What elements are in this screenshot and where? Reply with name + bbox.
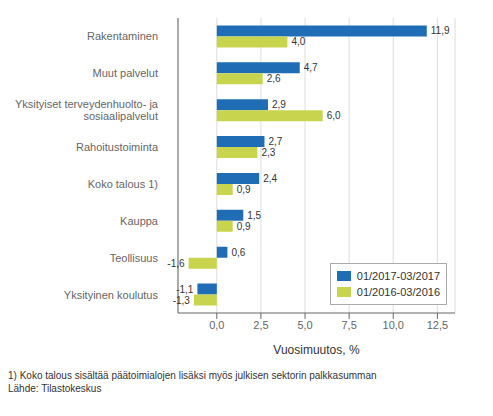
svg-text:0,0: 0,0 xyxy=(209,319,224,331)
svg-text:Yksityinen koulutus: Yksityinen koulutus xyxy=(64,289,159,301)
svg-text:4,7: 4,7 xyxy=(304,62,318,73)
svg-text:Koko talous 1): Koko talous 1) xyxy=(88,178,158,190)
svg-text:Teollisuus: Teollisuus xyxy=(110,252,159,264)
svg-text:Yksityiset terveydenhuolto- ja: Yksityiset terveydenhuolto- jasosiaalipa… xyxy=(15,98,159,122)
svg-text:2,4: 2,4 xyxy=(263,173,277,184)
svg-text:2,6: 2,6 xyxy=(267,73,281,84)
svg-text:Rakentaminen: Rakentaminen xyxy=(87,30,158,42)
svg-text:10,0: 10,0 xyxy=(383,319,404,331)
svg-text:12,5: 12,5 xyxy=(427,319,448,331)
svg-text:Kauppa: Kauppa xyxy=(120,215,159,227)
html-text:01/2017-03/2017: 01/2017-03/2017 xyxy=(356,270,440,282)
svg-text:Vuosimuutos, %: Vuosimuutos, % xyxy=(273,343,360,357)
svg-text:2,7: 2,7 xyxy=(268,136,282,147)
svg-text:5,0: 5,0 xyxy=(297,319,312,331)
svg-text:Muut palvelut: Muut palvelut xyxy=(93,67,158,79)
svg-text:0,6: 0,6 xyxy=(231,247,245,258)
svg-text:6,0: 6,0 xyxy=(327,110,341,121)
html-text:1) Koko talous sisältää päätoi: 1) Koko talous sisältää päätoimialojen l… xyxy=(8,370,377,381)
svg-text:0,9: 0,9 xyxy=(237,221,251,232)
svg-text:2,3: 2,3 xyxy=(261,147,275,158)
svg-text:-1,6: -1,6 xyxy=(167,258,185,269)
svg-text:1,5: 1,5 xyxy=(247,210,261,221)
html-text:01/2016-03/2016: 01/2016-03/2016 xyxy=(356,286,440,298)
svg-text:7,5: 7,5 xyxy=(341,319,356,331)
svg-text:0,9: 0,9 xyxy=(237,184,251,195)
svg-text:2,5: 2,5 xyxy=(253,319,268,331)
svg-text:2,9: 2,9 xyxy=(272,99,286,110)
svg-text:11,9: 11,9 xyxy=(431,25,450,36)
svg-text:4,0: 4,0 xyxy=(291,36,305,47)
html-text:Lähde: Tilastokeskus: Lähde: Tilastokeskus xyxy=(8,383,102,394)
svg-text:-1,3: -1,3 xyxy=(173,295,191,306)
svg-text:-1,1: -1,1 xyxy=(176,284,194,295)
svg-text:Rahoitustoiminta: Rahoitustoiminta xyxy=(76,141,159,153)
